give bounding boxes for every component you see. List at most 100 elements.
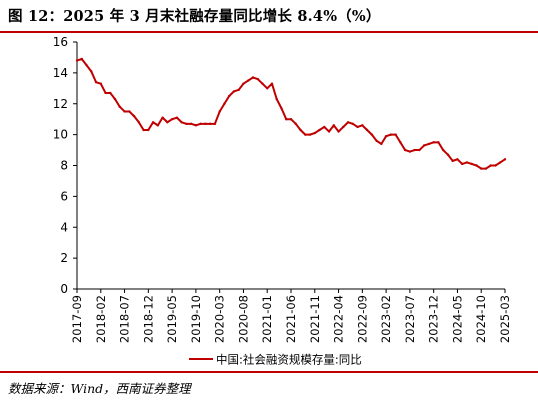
x-tick-label: 2018-07 xyxy=(118,295,132,343)
data-point xyxy=(389,133,393,136)
data-point xyxy=(99,82,102,85)
data-point xyxy=(346,121,350,124)
data-point xyxy=(480,167,483,170)
data-point xyxy=(446,153,450,156)
data-point xyxy=(375,139,378,142)
series-line xyxy=(76,57,506,170)
data-point xyxy=(213,122,217,126)
data-point xyxy=(175,116,179,119)
data-point xyxy=(204,122,207,126)
data-point xyxy=(166,121,169,124)
data-point xyxy=(94,80,98,84)
data-point xyxy=(194,124,198,127)
data-point xyxy=(294,122,297,126)
data-point xyxy=(137,121,141,124)
data-point xyxy=(384,134,388,138)
data-point xyxy=(232,90,236,93)
data-point xyxy=(256,77,259,81)
y-tick-label: 0 xyxy=(60,282,68,296)
data-point xyxy=(323,125,326,129)
data-point xyxy=(185,122,188,126)
x-tick-label: 2017-09 xyxy=(70,295,84,343)
x-tick-label: 2024-10 xyxy=(474,295,488,343)
x-tick-label: 2018-02 xyxy=(94,295,108,343)
x-axis: 2017-09 2018-02 2018-07 2018-12 2019-05 2019-… xyxy=(70,288,512,343)
data-point xyxy=(90,70,93,73)
data-point xyxy=(418,148,421,152)
data-point xyxy=(142,128,145,132)
data-point xyxy=(408,150,412,153)
x-tick-label: 2023-07 xyxy=(403,295,417,343)
data-point xyxy=(180,121,183,124)
data-point xyxy=(380,142,383,146)
data-point xyxy=(461,162,464,166)
y-tick-label: 6 xyxy=(60,189,68,203)
data-point xyxy=(261,82,264,85)
series-layer xyxy=(75,57,507,170)
y-axis: 0 2 4 6 8 10 12 14 16 xyxy=(53,35,78,296)
data-point xyxy=(218,110,221,113)
data-point xyxy=(465,161,469,164)
data-point xyxy=(227,94,231,98)
x-tick-label: 2019-05 xyxy=(165,295,179,343)
bottom-rule xyxy=(0,371,538,373)
data-point xyxy=(151,121,155,124)
data-point xyxy=(199,122,202,126)
x-tick-label: 2021-11 xyxy=(308,295,322,343)
data-point xyxy=(170,117,174,121)
data-point xyxy=(304,133,307,136)
data-point xyxy=(156,124,160,127)
data-point xyxy=(484,167,488,170)
data-point xyxy=(370,133,374,136)
data-point xyxy=(337,130,340,133)
data-point xyxy=(489,164,492,167)
data-point xyxy=(289,117,293,121)
data-point xyxy=(104,91,107,95)
data-point xyxy=(356,125,359,129)
data-point xyxy=(147,128,150,132)
data-point xyxy=(327,130,331,133)
data-point xyxy=(113,97,117,101)
x-tick-label: 2020-03 xyxy=(213,295,227,343)
y-tick-label: 16 xyxy=(53,35,68,49)
x-tick-label: 2023-02 xyxy=(379,295,393,343)
y-tick-label: 10 xyxy=(53,128,68,142)
data-point xyxy=(251,76,255,79)
legend: 中国:社会融资规模存量:同比 xyxy=(189,353,362,367)
data-point xyxy=(470,162,473,166)
data-point xyxy=(223,102,226,105)
data-point xyxy=(499,161,502,164)
data-point xyxy=(308,133,312,136)
data-point xyxy=(394,133,397,136)
data-point xyxy=(351,122,355,126)
data-point xyxy=(85,63,88,67)
x-tick-label: 2019-10 xyxy=(189,295,203,343)
data-point xyxy=(189,122,193,126)
top-rule xyxy=(0,31,538,33)
data-point xyxy=(80,57,83,61)
data-point xyxy=(118,105,122,109)
data-point xyxy=(427,142,431,146)
data-point xyxy=(342,125,345,129)
data-point xyxy=(299,128,302,132)
x-tick-label: 2020-08 xyxy=(236,295,250,343)
data-point xyxy=(128,110,131,113)
data-point xyxy=(451,159,454,163)
y-tick-label: 14 xyxy=(53,66,68,80)
legend-label: 中国:社会融资规模存量:同比 xyxy=(216,353,362,367)
y-tick-label: 8 xyxy=(60,159,68,173)
x-tick-label: 2023-12 xyxy=(427,295,441,343)
data-point xyxy=(270,82,274,85)
data-point xyxy=(441,148,445,152)
x-tick-label: 2022-04 xyxy=(332,295,346,343)
data-point xyxy=(313,131,316,135)
data-point xyxy=(161,116,164,119)
x-tick-label: 2021-01 xyxy=(260,295,274,343)
data-point xyxy=(432,141,435,144)
data-point xyxy=(109,91,112,95)
data-point xyxy=(494,164,497,167)
data-point xyxy=(365,128,369,132)
data-point xyxy=(475,164,478,167)
y-tick-label: 12 xyxy=(53,97,68,111)
